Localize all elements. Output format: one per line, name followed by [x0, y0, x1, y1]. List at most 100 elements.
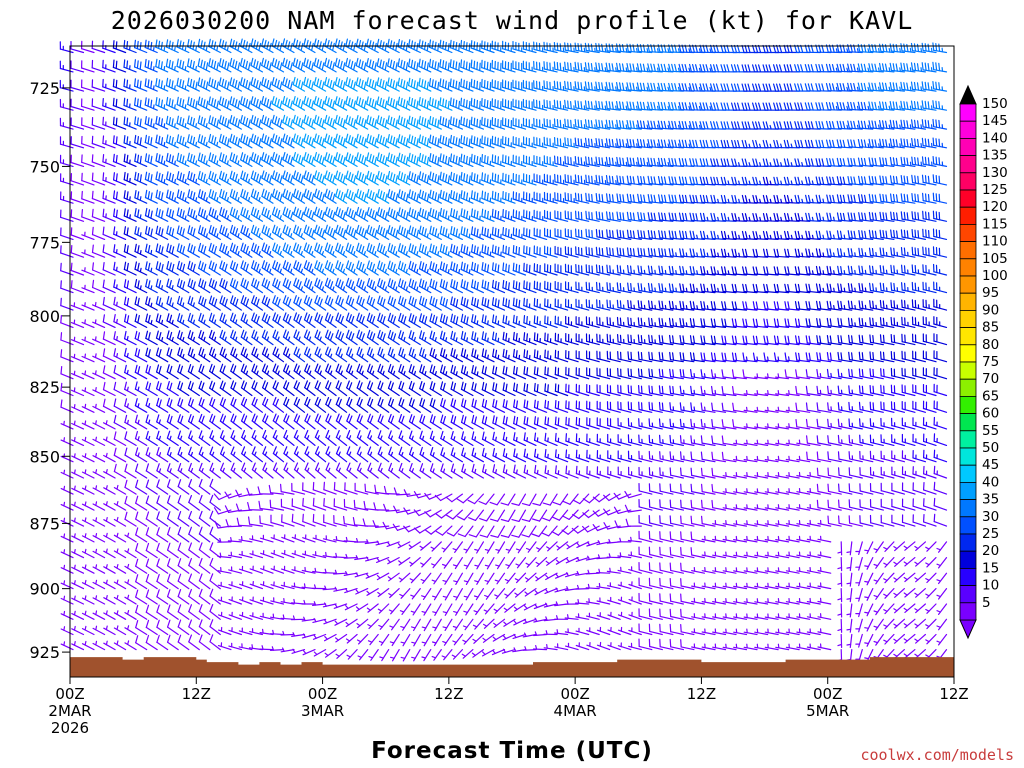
- barb-feather: [253, 382, 258, 391]
- barb-feather: [145, 225, 148, 235]
- barb-feather: [144, 134, 147, 144]
- barb-feather: [308, 60, 312, 70]
- barb-staff: [124, 486, 137, 495]
- barb-feather: [200, 40, 203, 49]
- wind-barb: [282, 260, 295, 276]
- barb-feather: [160, 174, 164, 183]
- barb-feather: [203, 210, 207, 219]
- barb-half-feather: [405, 268, 408, 274]
- barb-feather: [229, 277, 234, 286]
- barb-half-feather: [377, 591, 382, 596]
- wind-barb: [376, 96, 390, 111]
- barb-feather: [326, 59, 330, 68]
- wind-barb: [304, 346, 316, 363]
- barb-feather: [279, 100, 283, 109]
- barb-feather: [190, 314, 194, 323]
- barb-feather: [251, 397, 256, 405]
- barb-staff: [344, 489, 358, 495]
- wind-barb: [387, 170, 400, 186]
- barb-feather: [60, 297, 62, 307]
- barb-feather: [137, 297, 140, 307]
- wind-barb: [113, 640, 127, 651]
- wind-barb: [303, 260, 316, 276]
- barb-staff: [71, 643, 85, 651]
- wind-barb: [59, 117, 74, 130]
- barb-feather: [287, 298, 292, 307]
- barb-feather: [158, 332, 162, 341]
- wind-barb: [343, 498, 358, 511]
- barb-half-feather: [342, 268, 345, 274]
- barb-feather: [91, 190, 94, 200]
- barb-feather: [298, 298, 302, 307]
- barb-staff: [365, 556, 379, 562]
- barb-half-feather: [73, 370, 76, 376]
- barb-feather: [283, 396, 288, 405]
- barb-staff: [381, 648, 390, 662]
- barb-half-feather: [126, 548, 130, 554]
- barb-feather: [171, 155, 174, 164]
- barb-feather: [209, 526, 214, 535]
- barb-staff: [228, 614, 242, 620]
- barb-feather: [266, 263, 270, 272]
- barb-feather: [306, 226, 310, 235]
- wind-barb: [198, 446, 211, 463]
- barb-feather: [324, 114, 328, 124]
- barb-feather: [282, 170, 286, 179]
- barb-half-feather: [126, 563, 130, 569]
- barb-feather: [208, 225, 212, 234]
- barb-half-feather: [137, 386, 140, 392]
- barb-feather: [237, 119, 241, 128]
- barb-staff: [91, 251, 106, 258]
- barb-feather: [316, 135, 320, 144]
- barb-feather: [371, 228, 375, 237]
- barb-feather: [303, 76, 307, 86]
- barb-staff: [198, 641, 211, 651]
- barb-feather: [295, 279, 300, 288]
- barb-feather: [190, 415, 194, 424]
- barb-feather: [297, 60, 301, 70]
- barb-feather: [369, 190, 372, 199]
- wind-barb: [356, 346, 369, 363]
- barb-feather: [145, 573, 150, 583]
- barb-staff: [81, 627, 95, 636]
- barb-staff: [59, 124, 74, 130]
- barb-half-feather: [158, 419, 161, 425]
- barb-feather: [113, 447, 117, 456]
- barb-feather: [390, 314, 394, 323]
- barb-feather: [335, 329, 340, 338]
- barb-feather: [388, 430, 392, 439]
- wind-barb: [240, 133, 253, 149]
- barb-half-feather: [180, 468, 183, 473]
- barb-half-feather: [254, 451, 257, 457]
- barb-feather: [91, 226, 94, 236]
- barb-feather: [367, 380, 371, 389]
- barb-feather: [303, 152, 307, 161]
- barb-feather: [179, 172, 182, 181]
- wind-barb: [70, 227, 85, 240]
- barb-staff: [359, 648, 369, 661]
- barb-feather: [137, 332, 140, 341]
- barb-staff: [209, 387, 221, 397]
- barb-feather: [382, 246, 386, 255]
- barb-feather: [274, 208, 278, 217]
- barb-staff: [102, 338, 116, 346]
- barb-staff: [167, 641, 179, 651]
- barb-feather: [348, 365, 353, 374]
- barb-staff: [219, 404, 232, 413]
- barb-feather: [345, 152, 349, 161]
- barb-feather: [284, 59, 288, 68]
- barb-feather: [282, 277, 287, 286]
- barb-half-feather: [371, 370, 375, 376]
- wind-barb: [198, 573, 211, 590]
- barb-feather: [353, 62, 356, 71]
- barb-feather: [295, 116, 299, 125]
- barb-feather: [268, 138, 272, 147]
- wind-barb: [228, 627, 242, 636]
- wind-barb: [112, 153, 127, 167]
- barb-feather: [255, 117, 259, 127]
- barb-half-feather: [300, 268, 303, 274]
- barb-feather: [400, 78, 403, 88]
- barb-half-feather: [139, 267, 142, 273]
- barb-feather: [239, 57, 243, 67]
- barb-feather: [308, 173, 312, 182]
